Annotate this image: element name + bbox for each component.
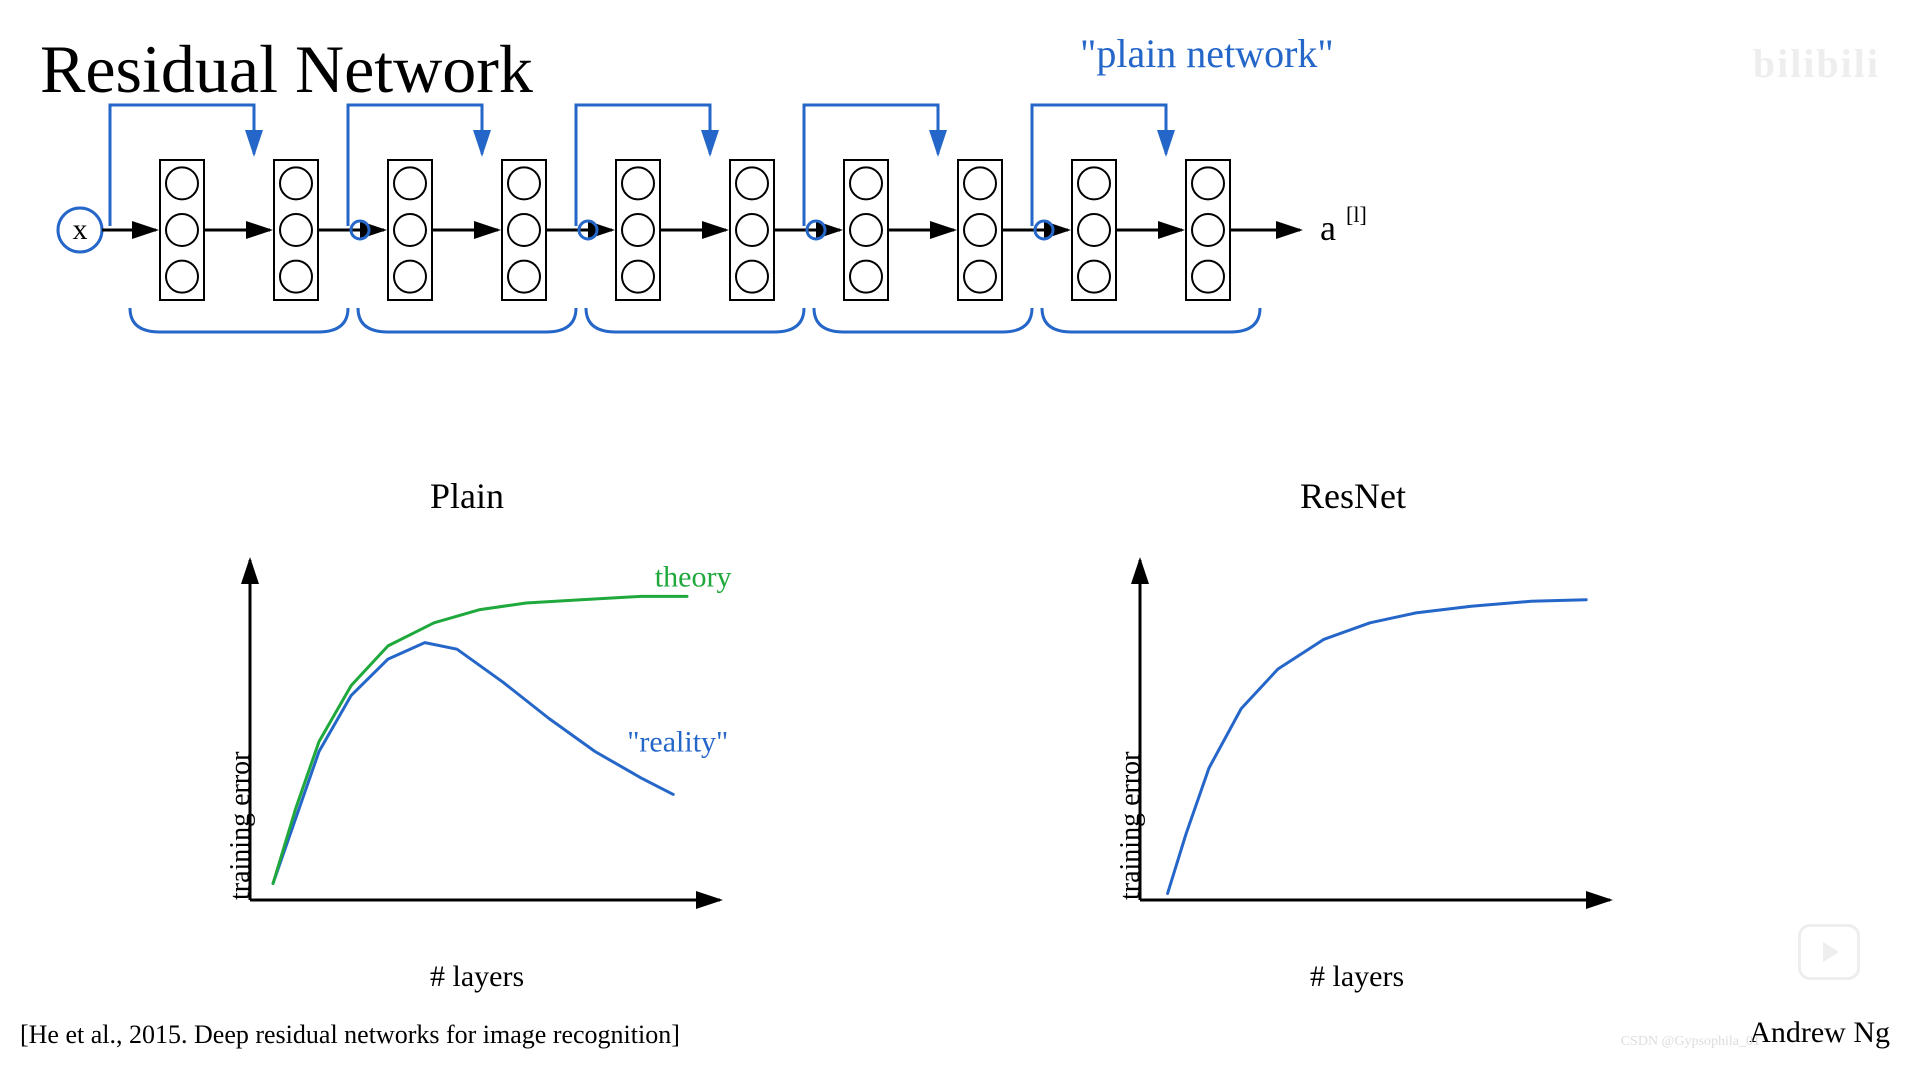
svg-text:x: x [73,213,88,246]
svg-text:[l]: [l] [1346,202,1367,227]
play-icon [1798,924,1860,980]
chart-resnet-title: ResNet [1300,475,1406,517]
chart-resnet [1070,520,1670,940]
chart-plain-xlabel: # layers [430,960,524,994]
svg-text:"reality": "reality" [627,726,728,759]
chart-plain: "reality" theory [180,520,780,940]
author-name: Andrew Ng [1749,1016,1890,1050]
slide-title: Residual Network [40,30,533,109]
chart-resnet-xlabel: # layers [1310,960,1404,994]
watermark: bilibili [1753,40,1880,87]
network-diagram: x a [l] [0,100,1920,460]
citation: [He et al., 2015. Deep residual networks… [20,1020,680,1050]
svg-text:theory: theory [655,561,732,594]
annotation-plain-network: "plain network" [1080,30,1334,77]
small-watermark: CSDN @Gypsophila_01 [1621,1034,1760,1050]
chart-plain-title: Plain [430,475,504,517]
svg-text:a: a [1320,208,1336,248]
